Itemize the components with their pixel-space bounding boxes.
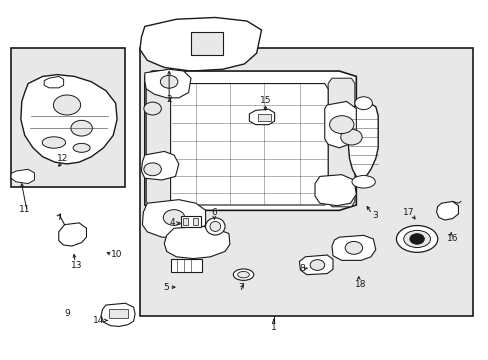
Text: 13: 13: [71, 261, 82, 270]
Ellipse shape: [403, 230, 429, 248]
Text: 18: 18: [354, 280, 365, 289]
Text: 17: 17: [402, 208, 414, 217]
Text: 1: 1: [270, 323, 276, 332]
Text: 7: 7: [237, 283, 243, 292]
Polygon shape: [324, 102, 356, 148]
Text: 14: 14: [93, 315, 104, 324]
Text: 11: 11: [19, 205, 30, 214]
Polygon shape: [327, 78, 354, 207]
Polygon shape: [101, 303, 135, 327]
Text: 9: 9: [64, 310, 70, 319]
Polygon shape: [59, 223, 86, 246]
Polygon shape: [21, 75, 117, 164]
Ellipse shape: [351, 176, 374, 188]
Text: 12: 12: [56, 154, 68, 163]
Polygon shape: [144, 69, 191, 98]
Polygon shape: [146, 78, 171, 207]
Bar: [11, 48, 125, 187]
Circle shape: [345, 242, 362, 254]
Polygon shape: [249, 109, 274, 125]
Text: 6: 6: [211, 208, 217, 217]
Ellipse shape: [209, 221, 220, 231]
Polygon shape: [348, 103, 377, 180]
Bar: [183, 217, 188, 225]
Bar: [193, 217, 198, 225]
Bar: [181, 216, 201, 227]
Polygon shape: [314, 175, 356, 206]
Ellipse shape: [205, 218, 224, 235]
Text: 16: 16: [446, 234, 457, 243]
Polygon shape: [144, 71, 356, 210]
Circle shape: [309, 260, 324, 270]
Bar: [109, 309, 127, 318]
Circle shape: [329, 116, 353, 134]
Polygon shape: [436, 202, 458, 220]
Circle shape: [143, 163, 161, 176]
Circle shape: [53, 95, 81, 115]
Polygon shape: [170, 84, 327, 205]
Ellipse shape: [237, 271, 249, 278]
Circle shape: [354, 97, 372, 110]
Bar: [257, 114, 271, 121]
Ellipse shape: [73, 143, 90, 152]
Circle shape: [160, 75, 178, 88]
Polygon shape: [44, 76, 63, 88]
Ellipse shape: [396, 226, 437, 252]
Text: 4: 4: [169, 219, 175, 228]
Polygon shape: [142, 200, 205, 237]
Circle shape: [163, 210, 184, 225]
Polygon shape: [140, 18, 261, 71]
Circle shape: [340, 129, 362, 145]
Polygon shape: [11, 169, 34, 184]
Polygon shape: [299, 255, 332, 275]
Ellipse shape: [42, 137, 65, 148]
Bar: [140, 48, 472, 316]
Text: 3: 3: [371, 211, 377, 220]
Circle shape: [143, 102, 161, 115]
Ellipse shape: [233, 269, 253, 280]
Circle shape: [71, 120, 92, 136]
Bar: [170, 258, 202, 272]
Polygon shape: [331, 235, 375, 260]
Text: 8: 8: [298, 264, 304, 273]
Circle shape: [409, 234, 424, 244]
Polygon shape: [141, 152, 179, 180]
Text: 2: 2: [166, 95, 172, 104]
Text: 10: 10: [111, 250, 122, 259]
Polygon shape: [191, 32, 222, 55]
Text: 15: 15: [259, 96, 271, 105]
Polygon shape: [164, 226, 229, 258]
Text: 5: 5: [163, 283, 168, 292]
